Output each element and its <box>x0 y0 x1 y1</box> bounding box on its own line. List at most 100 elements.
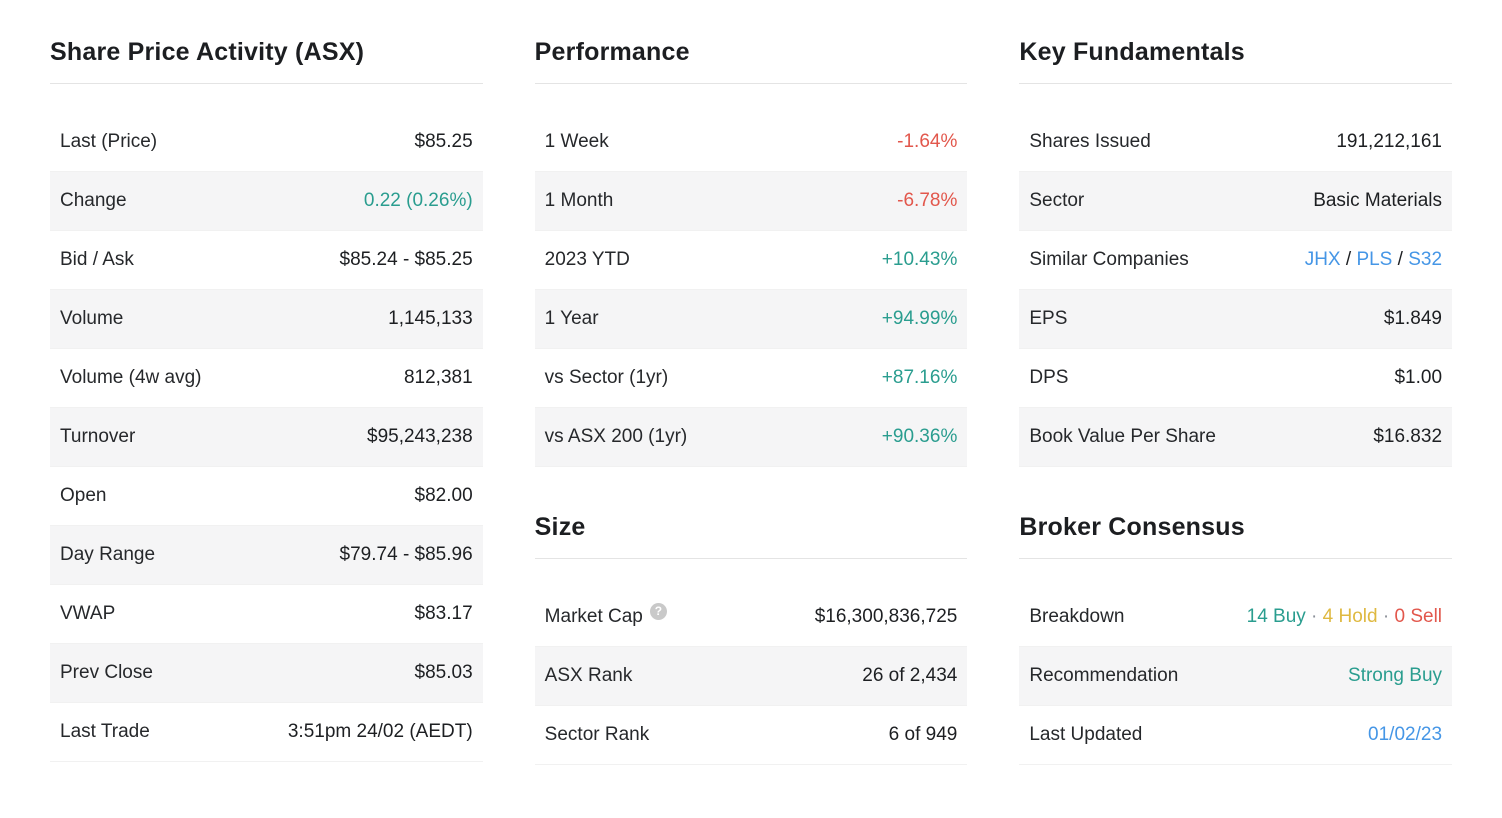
row-label-text: EPS <box>1029 308 1068 329</box>
row-label-text: Breakdown <box>1029 606 1125 627</box>
row-value-text: $79.74 - $85.96 <box>339 544 473 565</box>
row-label: vs Sector (1yr) <box>545 367 669 389</box>
section-size: Size Market Cap? $16,300,836,725 ASX Rank 26… <box>534 513 968 765</box>
row-value-text: 14 Buy <box>1246 606 1306 627</box>
row-label-text: 2023 YTD <box>544 249 630 270</box>
row-label: Open <box>60 485 106 507</box>
table-row: Change 0.22 (0.26%) <box>50 172 483 231</box>
row-value: +10.43% <box>882 249 958 271</box>
row-value-text: 812,381 <box>403 367 473 388</box>
row-label: Sector Rank <box>545 724 650 746</box>
table-row: Sector Basic Materials <box>1019 172 1453 231</box>
row-label-text: Last Updated <box>1029 724 1143 745</box>
table-row: Day Range $79.74 - $85.96 <box>50 526 483 585</box>
row-value-text: $85.03 <box>414 662 473 683</box>
row-label-text: vs ASX 200 (1yr) <box>544 426 688 447</box>
similar-company-link-s32[interactable]: S32 <box>1408 249 1443 270</box>
row-value: 26 of 2,434 <box>862 665 957 687</box>
row-label-text: Turnover <box>60 426 136 447</box>
last-updated-link[interactable]: 01/02/23 <box>1368 724 1443 745</box>
row-value-text: $85.24 - $85.25 <box>339 249 473 270</box>
column-fundamentals-consensus: Key Fundamentals Shares Issued 191,212,161… <box>1019 38 1453 818</box>
section-rows: Market Cap? $16,300,836,725 ASX Rank 26 of … <box>534 588 968 765</box>
table-row: VWAP $83.17 <box>50 585 483 644</box>
row-label: Change <box>60 190 127 212</box>
table-row: Sector Rank 6 of 949 <box>534 706 968 765</box>
row-value-text: $85.25 <box>414 131 473 152</box>
row-value: JHX / PLS / S32 <box>1305 249 1442 271</box>
row-label-text: Bid / Ask <box>60 249 134 270</box>
row-label-text: Shares Issued <box>1029 131 1151 152</box>
table-row: 1 Week -1.64% <box>534 113 968 172</box>
row-value-text: · <box>1305 606 1323 627</box>
row-label-text: 1 Year <box>544 308 599 329</box>
row-label-text: Sector <box>1029 190 1085 211</box>
row-label-text: ASX Rank <box>544 665 633 686</box>
row-value: $1.00 <box>1394 367 1442 389</box>
row-label-text: Day Range <box>60 544 156 565</box>
similar-company-link-jhx[interactable]: JHX <box>1304 249 1341 270</box>
similar-company-link-pls[interactable]: PLS <box>1356 249 1393 270</box>
section-rows: Shares Issued 191,212,161 Sector Basic Mate… <box>1019 113 1453 467</box>
section-title-key-fundamentals: Key Fundamentals <box>1019 38 1453 84</box>
row-value-text: 0.22 (0.26%) <box>363 190 473 211</box>
table-row: EPS $1.849 <box>1019 290 1453 349</box>
table-row: ASX Rank 26 of 2,434 <box>534 647 968 706</box>
row-value: +94.99% <box>882 308 958 330</box>
table-row: Open $82.00 <box>50 467 483 526</box>
table-row: 1 Month -6.78% <box>534 172 968 231</box>
section-key-fundamentals: Key Fundamentals Shares Issued 191,212,161… <box>1019 38 1453 467</box>
row-value-text: 26 of 2,434 <box>862 665 958 686</box>
table-row: Prev Close $85.03 <box>50 644 483 703</box>
row-label-text: Market Cap <box>544 606 643 627</box>
row-value: +87.16% <box>882 367 958 389</box>
row-label-text: Last (Price) <box>60 131 158 152</box>
row-value-text: 4 Hold <box>1322 606 1378 627</box>
row-value-text: 0 Sell <box>1394 606 1443 627</box>
row-label-text: VWAP <box>60 603 116 624</box>
row-value: Basic Materials <box>1313 190 1442 212</box>
row-value: $16.832 <box>1373 426 1442 448</box>
row-label-text: Volume <box>60 308 124 329</box>
table-row: vs ASX 200 (1yr) +90.36% <box>534 408 968 467</box>
table-row: Last Updated 01/02/23 <box>1019 706 1453 765</box>
row-label-text: Change <box>60 190 127 211</box>
row-value-text: $16.832 <box>1373 426 1443 447</box>
row-label-text: Book Value Per Share <box>1029 426 1216 447</box>
row-value-text: -1.64% <box>897 131 958 152</box>
row-value-text: $83.17 <box>414 603 473 624</box>
column-share-price: Share Price Activity (ASX) Last (Price) $8… <box>50 38 483 818</box>
row-label: ASX Rank <box>545 665 633 687</box>
row-label: 2023 YTD <box>545 249 630 271</box>
row-label: Last Updated <box>1029 724 1142 746</box>
row-value-text: $82.00 <box>414 485 473 506</box>
row-value-text: 6 of 949 <box>888 724 958 745</box>
table-row: vs Sector (1yr) +87.16% <box>534 349 968 408</box>
row-value: Strong Buy <box>1348 665 1442 687</box>
section-title-broker-consensus: Broker Consensus <box>1019 513 1453 559</box>
row-label: Day Range <box>60 544 155 566</box>
section-title-performance: Performance <box>534 38 968 84</box>
table-row: Volume (4w avg) 812,381 <box>50 349 483 408</box>
row-value: $1.849 <box>1384 308 1442 330</box>
row-value: $85.25 <box>415 131 473 153</box>
section-rows: 1 Week -1.64% 1 Month -6.78% 2023 YTD +10.43%… <box>534 113 968 467</box>
row-value: $95,243,238 <box>367 426 473 448</box>
row-label-text: Prev Close <box>60 662 153 683</box>
row-value: $83.17 <box>415 603 473 625</box>
row-value-text: +87.16% <box>881 367 958 388</box>
row-label-text: Sector Rank <box>544 724 650 745</box>
row-value: 1,145,133 <box>388 308 473 330</box>
market-cap-help-icon[interactable]: ? <box>649 602 667 620</box>
row-label: 1 Week <box>545 131 609 153</box>
row-value: 01/02/23 <box>1368 724 1442 746</box>
row-value-text: +90.36% <box>881 426 958 447</box>
row-label: Last Trade <box>60 721 150 743</box>
row-value-text: 1,145,133 <box>388 308 473 329</box>
row-value-text: / <box>1392 249 1409 270</box>
row-value: 191,212,161 <box>1336 131 1442 153</box>
row-label: VWAP <box>60 603 115 625</box>
row-label: vs ASX 200 (1yr) <box>545 426 688 448</box>
row-label: Recommendation <box>1029 665 1178 687</box>
row-label: Sector <box>1029 190 1084 212</box>
